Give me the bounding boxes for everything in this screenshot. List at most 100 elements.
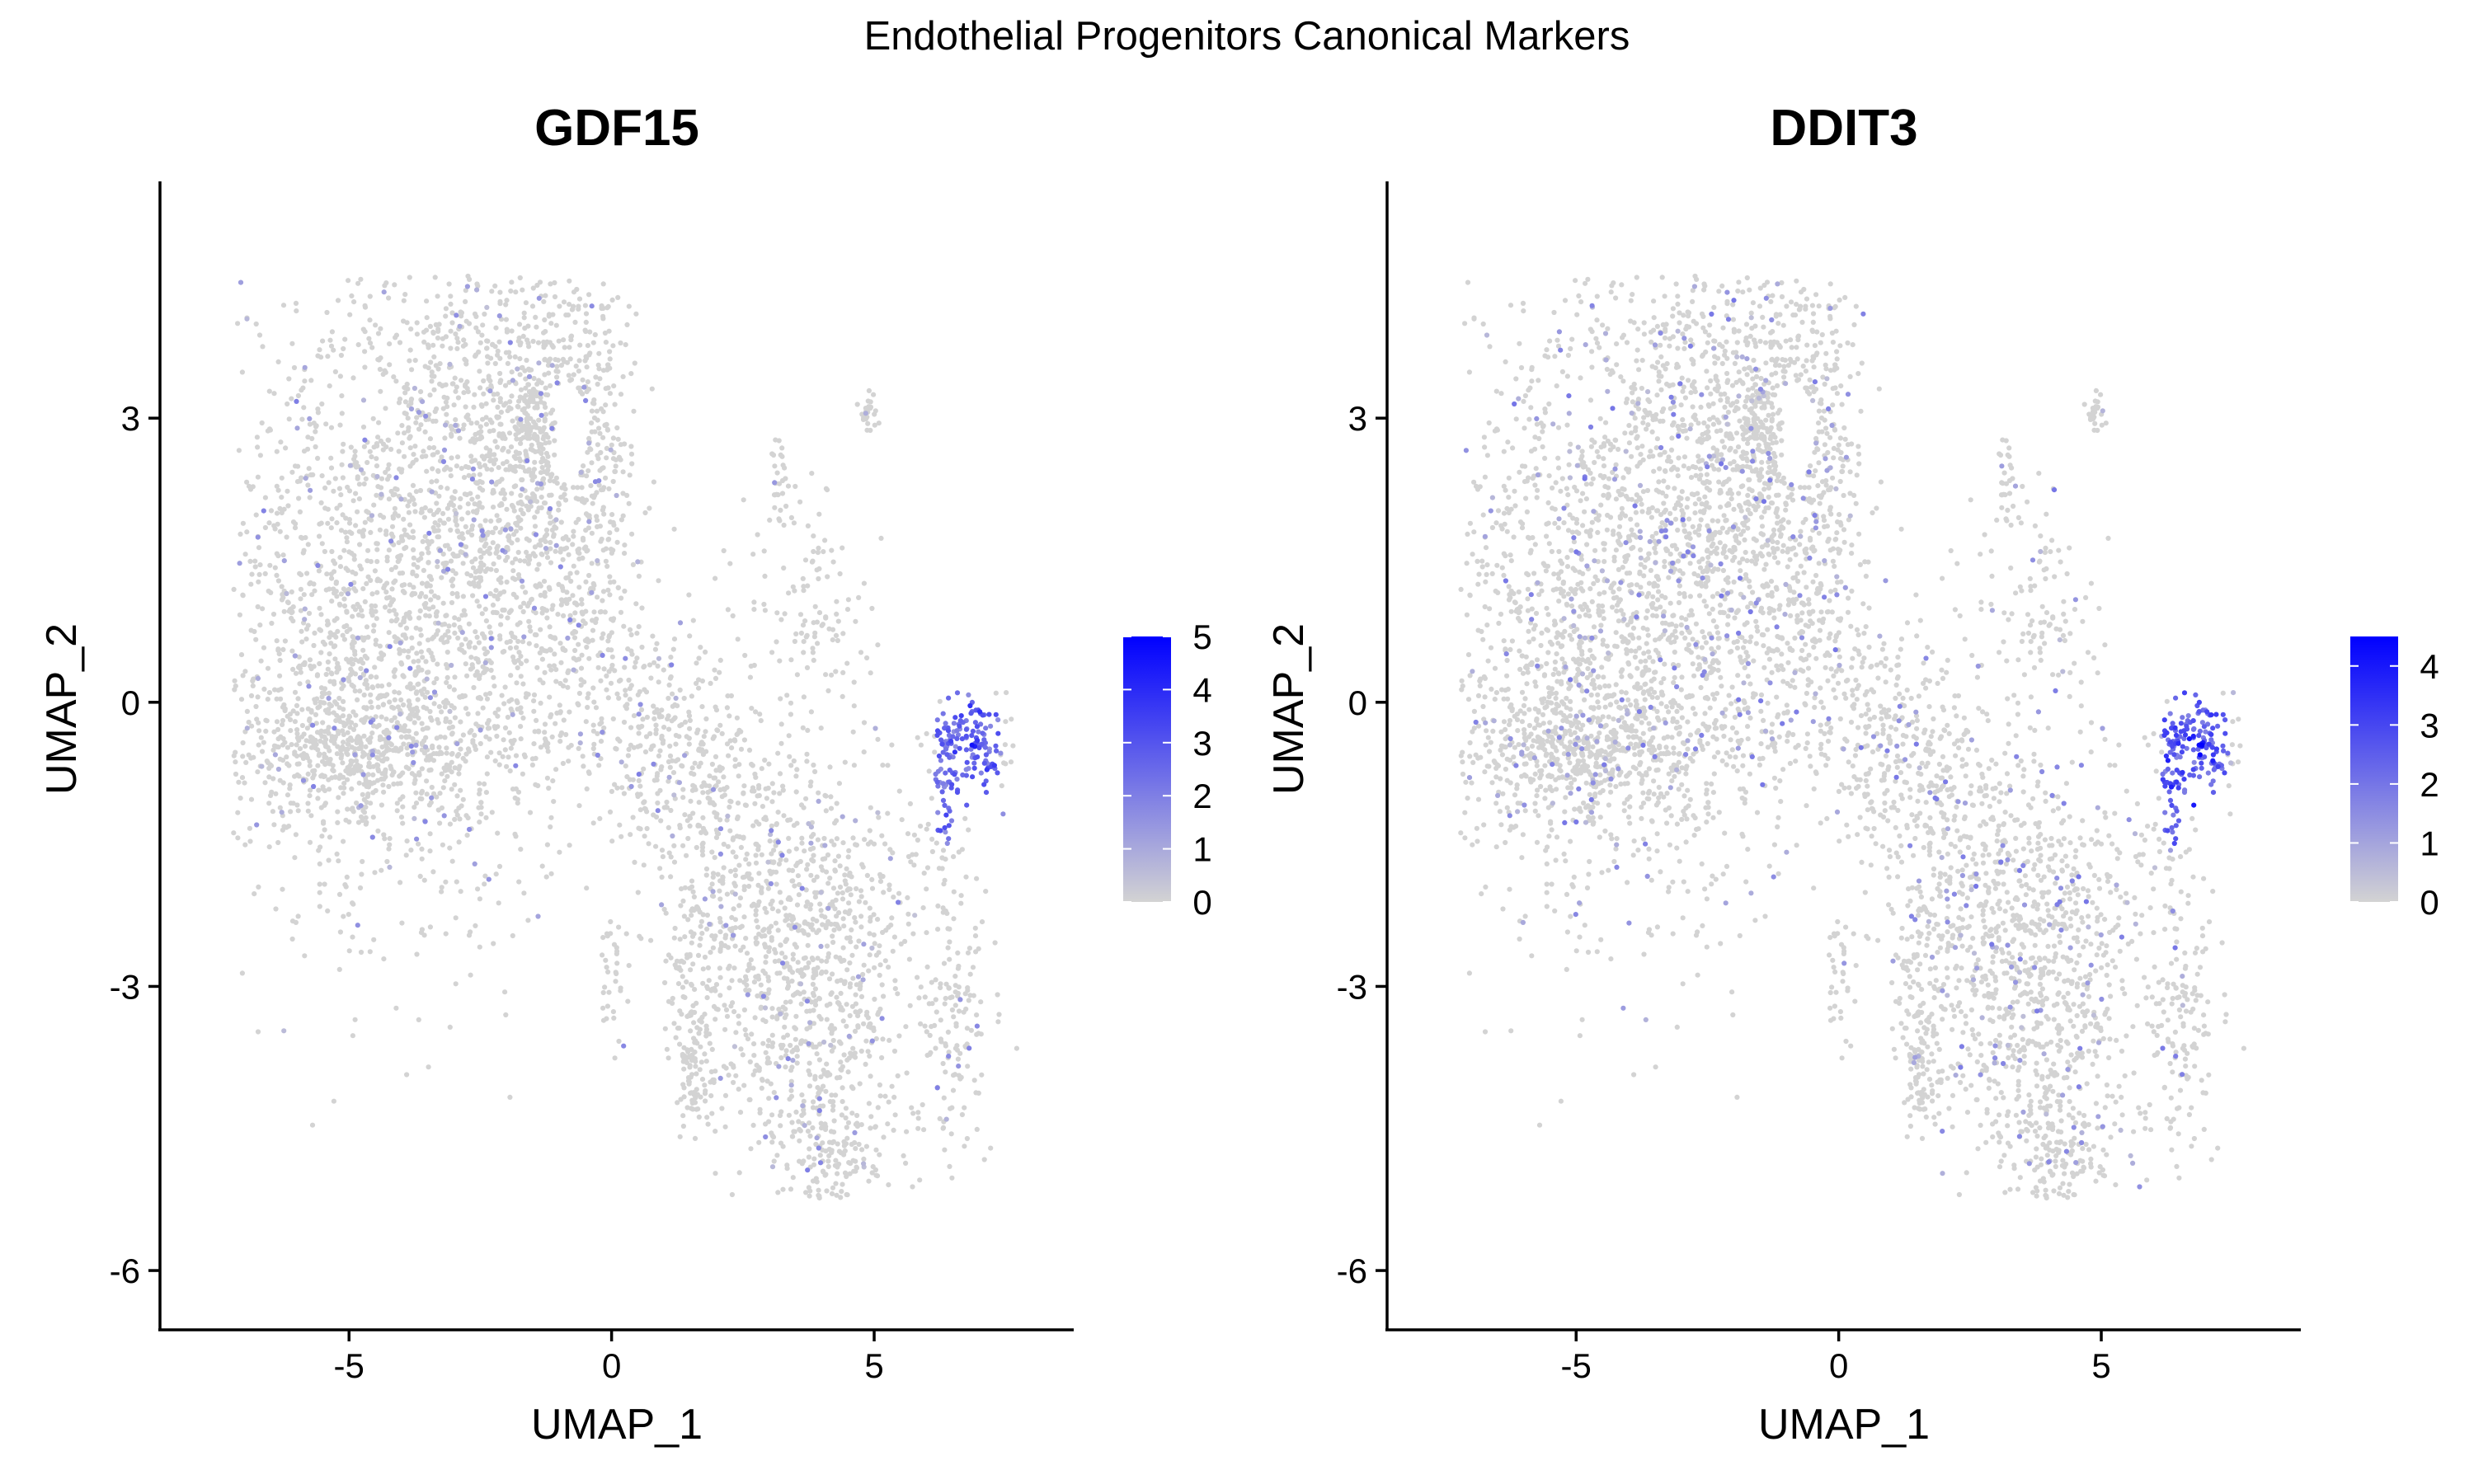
cell-point xyxy=(597,815,603,822)
cell-point xyxy=(356,496,362,502)
cell-point xyxy=(738,844,745,850)
cell-point xyxy=(484,754,491,760)
cell-point xyxy=(564,359,571,365)
cell-point xyxy=(735,636,741,642)
cell-point xyxy=(535,340,542,345)
cell-point xyxy=(449,320,455,326)
cell-point xyxy=(596,350,602,356)
cell-point xyxy=(698,1059,704,1065)
cell-point xyxy=(612,668,618,674)
cell-point xyxy=(475,329,482,335)
cell-point xyxy=(777,658,783,664)
cell-point xyxy=(431,528,437,534)
cell-point xyxy=(816,790,821,796)
cell-point xyxy=(697,1067,703,1073)
cell-point xyxy=(618,392,624,397)
cell-point xyxy=(506,534,511,540)
cell-point xyxy=(544,550,550,556)
cell-point xyxy=(456,617,462,622)
cell-point xyxy=(820,867,825,873)
cell-point xyxy=(945,1029,951,1035)
cell-point xyxy=(501,737,506,743)
cell-point xyxy=(233,771,239,777)
cell-point xyxy=(330,767,336,773)
cell-point xyxy=(357,885,364,891)
cell-point xyxy=(526,618,532,624)
cell-point xyxy=(344,539,350,545)
cell-point xyxy=(447,546,453,552)
cell-point xyxy=(386,682,392,688)
cell-point xyxy=(618,340,623,346)
cell-point xyxy=(253,703,259,710)
cell-point xyxy=(541,500,548,506)
cell-point xyxy=(620,513,626,519)
cell-point xyxy=(266,844,272,850)
cell-point xyxy=(279,510,285,516)
cell-point xyxy=(329,516,335,522)
cell-point xyxy=(821,835,827,842)
cell-point xyxy=(793,846,799,852)
cell-point xyxy=(974,1126,980,1132)
cell-point xyxy=(579,601,585,607)
cell-point xyxy=(525,561,532,566)
cell-point xyxy=(775,1190,781,1195)
cell-point xyxy=(891,934,897,940)
cell-point xyxy=(286,376,292,382)
cell-point xyxy=(763,960,769,965)
cell-point xyxy=(351,552,357,558)
cell-point xyxy=(703,866,710,872)
cell-point xyxy=(713,704,718,710)
cell-point xyxy=(427,924,434,930)
cell-point xyxy=(877,1152,882,1158)
cell-point xyxy=(711,1003,717,1009)
cell-point xyxy=(511,737,517,744)
cell-point xyxy=(671,843,677,848)
cell-point xyxy=(844,967,850,973)
cell-point xyxy=(675,981,682,987)
cell-point xyxy=(779,445,785,451)
cell-point xyxy=(412,444,418,449)
cell-point xyxy=(409,367,415,373)
cell-point xyxy=(786,733,792,739)
cell-point xyxy=(427,323,434,329)
cell-point xyxy=(507,645,514,651)
cell-point xyxy=(548,815,554,820)
cell-point xyxy=(774,881,779,887)
cell-point xyxy=(607,391,614,397)
cell-point xyxy=(539,464,545,471)
cell-point xyxy=(487,545,492,552)
cell-point xyxy=(664,805,670,810)
cell-point xyxy=(684,818,690,824)
cell-point xyxy=(426,365,431,371)
cell-point xyxy=(437,518,443,524)
cell-point xyxy=(783,503,789,510)
cell-point xyxy=(447,821,454,827)
cell-point xyxy=(788,514,795,521)
cell-point xyxy=(820,1140,825,1146)
cell-point xyxy=(483,815,489,820)
cell-point xyxy=(627,686,633,692)
cell-point xyxy=(404,1072,410,1078)
cell-point xyxy=(298,596,303,602)
cell-point xyxy=(371,502,377,508)
cell-point xyxy=(344,622,350,629)
cell-point xyxy=(406,728,412,734)
cell-point xyxy=(806,932,811,938)
cell-point xyxy=(885,763,891,768)
cell-point xyxy=(232,678,238,683)
cell-point xyxy=(927,1032,933,1038)
cell-point xyxy=(769,451,775,457)
cell-point xyxy=(334,505,340,511)
cell-point xyxy=(360,808,366,814)
cell-point xyxy=(759,889,764,895)
cell-point xyxy=(354,740,360,746)
cell-point xyxy=(811,832,816,838)
cell-point xyxy=(590,627,596,633)
cell-point xyxy=(641,862,647,868)
cell-point xyxy=(551,799,557,805)
cell-point xyxy=(905,911,911,917)
cell-point xyxy=(459,803,464,809)
cell-point xyxy=(414,415,420,420)
cell-point xyxy=(755,973,761,979)
cell-point xyxy=(783,857,789,863)
